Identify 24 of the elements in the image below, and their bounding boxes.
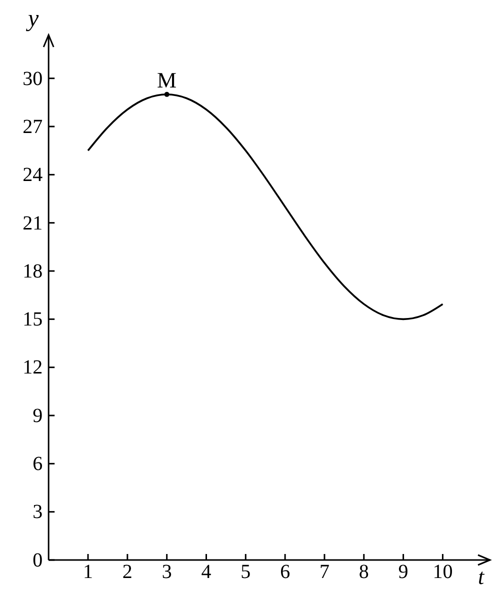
y-tick-label: 18: [22, 260, 43, 282]
x-tick-label: 6: [280, 561, 290, 584]
y-tick-label: 30: [22, 68, 43, 90]
y-tick-label: 9: [32, 404, 43, 427]
x-tick-label: 8: [358, 561, 369, 584]
x-tick-label: 7: [319, 561, 330, 584]
y-tick-label: 0: [32, 549, 43, 572]
annotation: M: [157, 67, 177, 92]
x-tick-label: 9: [398, 561, 408, 584]
y-axis-title: y: [26, 6, 39, 32]
x-tick-label: 5: [240, 561, 251, 584]
y-tick-label: 6: [32, 453, 43, 476]
y-tick-label: 12: [22, 356, 43, 379]
y-tick-label: 24: [22, 164, 43, 186]
x-tick-label: 3: [162, 561, 172, 584]
x-tick-label: 2: [122, 561, 132, 584]
x-axis-title: t: [478, 564, 485, 589]
y-tick-label: 15: [22, 308, 43, 331]
y-tick-label: 21: [22, 212, 43, 234]
x-tick-label: 4: [201, 561, 212, 584]
x-tick-label: 10: [432, 561, 453, 584]
y-tick-label: 3: [32, 501, 43, 524]
y-tick-label: 27: [22, 116, 43, 138]
x-tick-label: 1: [83, 561, 94, 584]
